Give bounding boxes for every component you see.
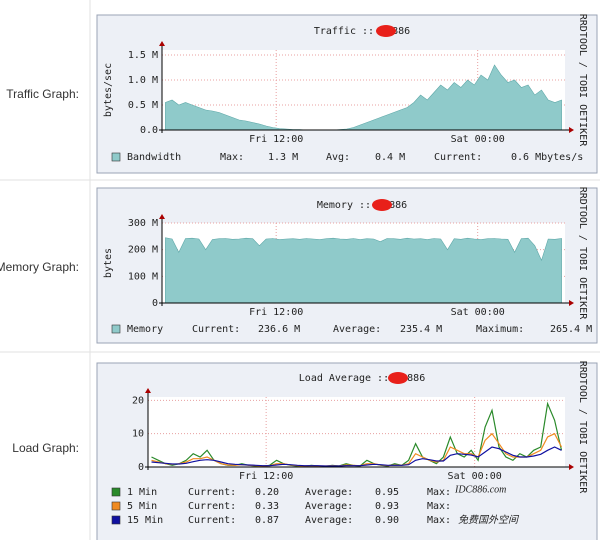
legend-swatch <box>111 501 121 511</box>
y-tick-label: 0 <box>138 462 144 473</box>
graph-title: Memory :: dc886 <box>317 200 407 211</box>
y-tick-label: 0.0 <box>140 125 158 136</box>
legend-stat-label: Current: <box>188 501 236 512</box>
legend-stat-label: Average: <box>305 487 353 498</box>
legend-stat-label: Current: <box>434 152 482 163</box>
legend-label: Memory <box>127 324 163 335</box>
y-axis-label: bytes <box>103 248 114 278</box>
axis-arrow <box>159 41 165 46</box>
legend-stat-label: Average: <box>305 501 353 512</box>
axis-arrow <box>145 388 151 393</box>
legend-stat-value: 1.3 M <box>268 152 298 163</box>
legend-stat-label: Max: <box>220 152 244 163</box>
x-tick-label: Sat 00:00 <box>451 134 505 145</box>
legend-stat-label: Current: <box>188 487 236 498</box>
legend-stat-label: Max: <box>427 515 451 526</box>
x-tick-label: Sat 00:00 <box>451 307 505 318</box>
x-tick-label: Fri 12:00 <box>239 471 293 482</box>
redaction <box>376 25 396 37</box>
legend-stat-value: 235.4 M <box>400 324 442 335</box>
legend-stat-label: Max: <box>427 501 451 512</box>
y-tick-label: 1.0 M <box>128 75 158 86</box>
graph-title: Traffic :: dc886 <box>314 26 410 37</box>
axis-arrow <box>569 300 574 306</box>
legend-stat-value: 0.6 Mbytes/s <box>511 152 583 163</box>
redaction <box>388 372 408 384</box>
legend-stat-label: Avg: <box>326 152 350 163</box>
legend-stat-value: 265.4 M <box>550 324 592 335</box>
legend-stat-value: 0.93 <box>375 501 399 512</box>
legend-swatch <box>111 324 121 334</box>
y-tick-label: 10 <box>132 429 144 440</box>
legend-stat-value: 236.6 M <box>258 324 300 335</box>
watermark: IDC886.com <box>454 484 506 495</box>
legend-stat-value: 0.33 <box>255 501 279 512</box>
side-credit: RRDTOOL / TOBI OETIKER <box>577 14 588 147</box>
axis-arrow <box>569 464 574 470</box>
legend-label: 1 Min <box>127 487 157 498</box>
legend-stat-value: 0.87 <box>255 515 279 526</box>
legend-label: 5 Min <box>127 501 157 512</box>
legend-stat-label: Average: <box>333 324 381 335</box>
line <box>151 446 562 467</box>
redaction <box>372 199 392 211</box>
x-tick-label: Fri 12:00 <box>249 134 303 145</box>
y-tick-label: 200 M <box>128 245 158 256</box>
legend-stat-label: Current: <box>188 515 236 526</box>
y-tick-label: 0.5 M <box>128 100 158 111</box>
legend-label: Bandwidth <box>127 152 181 163</box>
y-tick-label: 300 M <box>128 218 158 229</box>
axis-arrow <box>159 214 165 219</box>
x-tick-label: Fri 12:00 <box>249 307 303 318</box>
legend-swatch <box>111 487 121 497</box>
legend-stat-value: 0.90 <box>375 515 399 526</box>
legend-stat-label: Maximum: <box>476 324 524 335</box>
legend-stat-value: 0.20 <box>255 487 279 498</box>
watermark-subtext: 免费国外空间 <box>458 514 520 526</box>
legend-stat-label: Average: <box>305 515 353 526</box>
x-tick-label: Sat 00:00 <box>448 471 502 482</box>
side-credit: RRDTOOL / TOBI OETIKER <box>577 187 588 320</box>
axis-arrow <box>569 127 574 133</box>
legend-stat-value: 0.4 M <box>375 152 405 163</box>
y-tick-label: 1.5 M <box>128 50 158 61</box>
legend-swatch <box>111 152 121 162</box>
legend-label: 15 Min <box>127 515 163 526</box>
plot-area <box>148 397 565 467</box>
y-axis-label: bytes/sec <box>103 63 114 117</box>
y-tick-label: 0 <box>152 298 158 309</box>
row-label: Traffic Graph: <box>6 87 79 101</box>
side-credit: RRDTOOL / TOBI OETIKER <box>577 361 588 494</box>
y-tick-label: 20 <box>132 395 144 406</box>
legend-stat-label: Current: <box>192 324 240 335</box>
row-label: Memory Graph: <box>0 260 79 274</box>
legend-swatch <box>111 515 121 525</box>
area <box>165 64 562 131</box>
row-label: Load Graph: <box>12 441 79 455</box>
legend-stat-label: Max: <box>427 487 451 498</box>
y-tick-label: 100 M <box>128 271 158 282</box>
graph-title: Load Average :: dc886 <box>299 373 425 384</box>
legend-stat-value: 0.95 <box>375 487 399 498</box>
area <box>165 237 562 304</box>
